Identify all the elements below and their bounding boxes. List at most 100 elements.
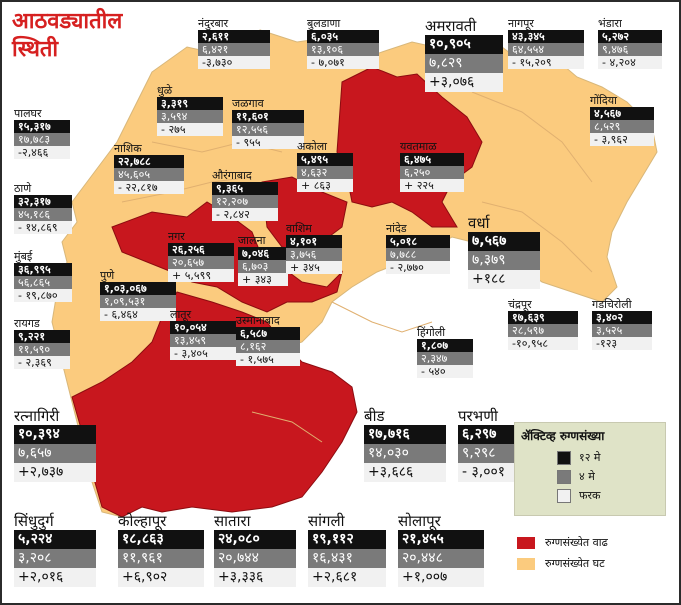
district-name: बीड	[364, 407, 385, 425]
active-cases-may12: २,६११	[198, 30, 270, 43]
district-box-chandrapur: चंद्रपूर १७,६३९ २८,५९७ -१०,९५८	[508, 298, 578, 350]
district-name: गडचिरोली	[592, 298, 632, 311]
district-name: उस्मानाबाद	[236, 314, 280, 327]
active-cases-may4: ८,१६२	[236, 340, 300, 353]
district-box-nandurbar: नंदुरबार २,६११ ६,४२१ -३,७३०	[198, 17, 270, 69]
district-name: जालना	[238, 234, 266, 247]
district-box-nashik: नाशिक २२,७८८ ४५,६०५- २२,८१७	[114, 142, 184, 194]
active-cases-difference: +२,०१६	[14, 568, 96, 587]
district-name: नाशिक	[114, 142, 142, 155]
active-cases-may4: ४५,६०५	[114, 168, 184, 181]
active-cases-may12: १,८०७	[417, 339, 473, 352]
active-cases-may4: ७,७८८	[386, 248, 450, 261]
district-box-jalgaon: जळगाव ११,६०१ १२,५५६- ९५५	[232, 97, 304, 149]
district-box-mumbai: मुंबई ३६,९९५ ५६,८६५- १९,८७०	[14, 250, 72, 302]
district-box-jalna: जालना ७,०४६ ६,७०३ + ३४३	[238, 234, 288, 286]
active-cases-may12: ७,०४६	[238, 247, 288, 260]
district-name: सांगली	[308, 512, 345, 530]
active-cases-may4: ४,६३२	[297, 166, 353, 179]
active-cases-may4: २,३४७	[417, 352, 473, 365]
district-name: भंडारा	[598, 17, 622, 30]
active-cases-difference: +३,६८६	[364, 463, 446, 482]
active-cases-may12: १,०३,०६७	[100, 282, 176, 295]
district-box-beed: बीड १७,७१६ १४,०३० +३,६८६	[364, 407, 446, 482]
active-cases-may4: ६,७०३	[238, 260, 288, 273]
active-cases-difference: - ४,२०४	[598, 56, 662, 69]
legend-item: ४ मे	[557, 469, 665, 484]
active-cases-difference: - १९,८७०	[14, 289, 72, 302]
legend-trend-item: रुग्णसंख्येत घट	[517, 556, 608, 571]
active-cases-difference: + २२५	[400, 179, 464, 192]
active-cases-difference: +१,००७	[398, 568, 484, 587]
district-name: पुणे	[100, 269, 115, 282]
district-box-ratnagiri: रत्नागिरी १०,३९४ ७,६५७ +२,७३७	[14, 407, 96, 482]
district-box-gondia: गोंदिया ४,५६७ ८,५२९- ३,९६२	[590, 94, 654, 146]
district-box-washim: वाशिम ४,१०१ ३,७५६ + ३४५	[286, 222, 342, 274]
district-name: सोलापूर	[398, 512, 441, 530]
active-cases-difference: + ३४५	[286, 261, 342, 274]
district-box-yavatmal: यवतमाळ ६,४७५ ६,२५० + २२५	[400, 140, 464, 192]
active-cases-difference: -३,७३०	[198, 56, 270, 69]
active-cases-may4: २०,४४८	[398, 549, 484, 568]
active-cases-may12: ४,५६७	[590, 107, 654, 120]
active-cases-difference: + ५,५९९	[168, 269, 234, 282]
district-name: यवतमाळ	[400, 140, 437, 153]
active-cases-may12: १७,७१६	[364, 425, 446, 444]
legend-item-label: फरक	[579, 489, 601, 502]
active-cases-may4: २०,६५७	[168, 256, 234, 269]
active-cases-difference: - २२,८१७	[114, 181, 184, 194]
active-cases-may4: ८,५२९	[590, 120, 654, 133]
active-cases-may12: १९,११२	[308, 530, 386, 549]
active-cases-may12: ३,४०२	[592, 311, 652, 324]
active-cases-difference: - ९५५	[232, 136, 304, 149]
district-name: वाशिम	[286, 222, 312, 235]
district-box-sindhudurg: सिंधुदुर्ग ५,२२४ ३,२०८ +२,०१६	[14, 512, 96, 587]
active-cases-difference: +३,३३६	[214, 568, 296, 587]
district-name: पालघर	[14, 107, 42, 120]
active-cases-may4: १२,५५६	[232, 123, 304, 136]
active-cases-difference: +३,०७६	[425, 73, 503, 92]
district-name: सिंधुदुर्ग	[14, 512, 54, 530]
district-box-amravati: अमरावती १०,९०५ ७,८२९ +३,०७६	[425, 17, 503, 92]
active-cases-difference: - ५४०	[417, 365, 473, 378]
active-cases-may4: ३,५२५	[592, 324, 652, 337]
district-box-akola: अकोला ५,४९५ ४,६३२ + ८६३	[297, 140, 353, 192]
district-box-latur: लातूर १०,०५४ १३,४५९- ३,४०५	[170, 308, 236, 360]
district-box-gadchiroli: गडचिरोली ३,४०२ ३,५२५ -१२३	[592, 298, 652, 350]
district-box-satara: सातारा २४,०८० २०,७४४ +३,३३६	[214, 512, 296, 587]
district-box-kolhapur: कोल्हापूर १८,८६३ ११,९६१ +६,९०२	[118, 512, 204, 587]
legend-item-label: ४ मे	[579, 470, 595, 483]
active-cases-may4: ९,४७६	[598, 43, 662, 56]
active-cases-may4: ३,७५६	[286, 248, 342, 261]
district-box-bhandara: भंडारा ५,२७२ ९,४७६- ४,२०४	[598, 17, 662, 69]
legend-active-cases: ॲक्टिव्ह रुग्णसंख्या १२ मे ४ मे फरक	[514, 422, 666, 516]
district-box-buldhana: बुलडाणा ६,०३५ १३,१०६- ७,०७१	[307, 17, 379, 69]
active-cases-difference: - २,३६९	[14, 356, 70, 369]
active-cases-difference: - १,५७५	[236, 353, 300, 366]
district-name: अकोला	[297, 140, 328, 153]
active-cases-may12: ९,३६५	[212, 182, 278, 195]
district-name: लातूर	[170, 308, 192, 321]
active-cases-difference: - २७५	[157, 123, 223, 136]
district-box-nanded: नांदेड ५,०१८ ७,७८८- २,७७०	[386, 222, 450, 274]
active-cases-difference: - १५,२०९	[508, 56, 584, 69]
active-cases-may12: ५,०१८	[386, 235, 450, 248]
active-cases-may12: १८,८६३	[118, 530, 204, 549]
district-box-raigad: रायगड ९,२२१ ११,५९०- २,३६९	[14, 317, 70, 369]
page-title: आठवड्यातील स्थिती	[12, 8, 122, 64]
active-cases-may4: ३,५९४	[157, 110, 223, 123]
active-cases-difference: - ७,०७१	[307, 56, 379, 69]
district-name: ठाणे	[14, 182, 32, 195]
active-cases-may12: ६,०३५	[307, 30, 379, 43]
district-box-dhule: धुळे ३,३१९ ३,५९४- २७५	[157, 84, 223, 136]
active-cases-difference: -१२३	[592, 337, 652, 350]
active-cases-may12: ३२,३१७	[14, 195, 72, 208]
active-cases-may4: ६,४२१	[198, 43, 270, 56]
active-cases-difference: +२,६८१	[308, 568, 386, 587]
active-cases-may12: ३६,९९५	[14, 263, 72, 276]
active-cases-may12: २१,४५५	[398, 530, 484, 549]
district-box-nagpur: नागपूर ४३,३४५ ६४,५५४- १५,२०९	[508, 17, 584, 69]
district-name: नगर	[168, 230, 185, 243]
legend-item-label: १२ मे	[579, 451, 601, 464]
